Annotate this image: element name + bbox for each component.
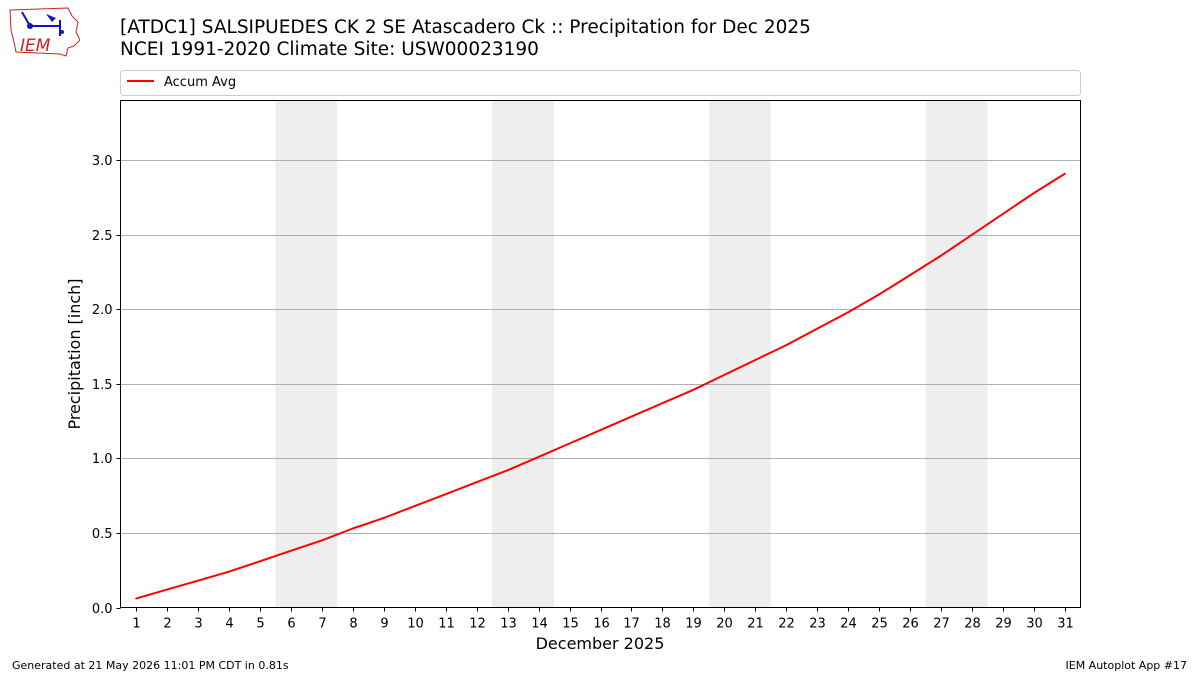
x-tick-label-29: 29 bbox=[995, 617, 1012, 632]
x-tick-label-6: 6 bbox=[287, 617, 295, 632]
data-point-day-26 bbox=[909, 274, 911, 276]
x-tick-label-16: 16 bbox=[593, 617, 610, 632]
x-tick-label-27: 27 bbox=[933, 617, 950, 632]
generated-timestamp: Generated at 21 May 2026 11:01 PM CDT in… bbox=[12, 659, 289, 672]
data-point-day-1 bbox=[135, 597, 137, 600]
x-tick-label-9: 9 bbox=[380, 617, 388, 632]
title-line-1: [ATDC1] SALSIPUEDES CK 2 SE Atascadero C… bbox=[120, 17, 811, 38]
data-point-day-10 bbox=[413, 505, 416, 507]
data-point-day-9 bbox=[382, 517, 385, 519]
y-tick-label-0.5: 0.5 bbox=[92, 527, 113, 542]
data-point-day-7 bbox=[320, 539, 323, 542]
x-tick-label-1: 1 bbox=[132, 617, 140, 632]
y-axis-label: Precipitation [inch] bbox=[65, 278, 84, 429]
data-point-day-14 bbox=[537, 456, 540, 458]
app-id: IEM Autoplot App #17 bbox=[1065, 659, 1188, 672]
data-point-day-6 bbox=[290, 550, 292, 552]
iem-logo: IEM bbox=[9, 7, 80, 57]
legend: Accum Avg bbox=[120, 70, 1081, 96]
title-line-2: NCEI 1991-2020 Climate Site: USW00023190 bbox=[120, 39, 539, 60]
data-point-day-30 bbox=[1033, 192, 1035, 194]
x-tick-label-5: 5 bbox=[256, 617, 264, 632]
weekend-band-2 bbox=[492, 100, 555, 608]
data-point-day-29 bbox=[1002, 213, 1004, 215]
x-tick-label-11: 11 bbox=[438, 617, 455, 632]
data-point-day-11 bbox=[444, 493, 447, 495]
y-tick-label-1.0: 1.0 bbox=[92, 452, 113, 467]
y-tick-label-3.0: 3.0 bbox=[92, 154, 113, 169]
legend-label: Accum Avg bbox=[164, 75, 236, 90]
x-tick-label-18: 18 bbox=[654, 617, 671, 632]
x-tick-label-25: 25 bbox=[871, 617, 888, 632]
data-point-day-22 bbox=[785, 344, 788, 346]
data-point-day-12 bbox=[475, 481, 478, 484]
data-point-day-4 bbox=[228, 570, 230, 573]
logo-text: IEM bbox=[20, 36, 51, 56]
legend-box bbox=[120, 70, 1081, 96]
x-tick-label-20: 20 bbox=[716, 617, 733, 632]
data-point-day-18 bbox=[661, 402, 664, 405]
plot-frame bbox=[120, 100, 1081, 608]
data-point-day-25 bbox=[878, 293, 881, 296]
x-tick-label-8: 8 bbox=[349, 617, 357, 632]
grid-lines bbox=[120, 160, 1081, 534]
data-point-day-13 bbox=[506, 469, 509, 472]
weekend-band-4 bbox=[925, 100, 988, 608]
x-tick-label-21: 21 bbox=[747, 617, 764, 632]
x-axis-ticks: 1 2 3 4 5 6 7 8 9 10 11 12 13 14 15 16 17 18 19 20 21 22 23 24 2… bbox=[132, 607, 1074, 632]
data-point-day-2 bbox=[166, 588, 168, 591]
y-tick-label-2.5: 2.5 bbox=[92, 229, 113, 244]
data-point-day-31 bbox=[1064, 172, 1066, 175]
x-tick-label-15: 15 bbox=[562, 617, 579, 632]
data-point-day-3 bbox=[197, 579, 199, 582]
series-layer bbox=[135, 172, 1066, 600]
iem-iowa-logo-icon bbox=[9, 7, 80, 57]
data-point-day-21 bbox=[754, 359, 757, 361]
x-tick-label-24: 24 bbox=[840, 617, 857, 632]
x-tick-label-10: 10 bbox=[407, 617, 424, 632]
weekend-band-1 bbox=[275, 100, 338, 608]
x-tick-label-4: 4 bbox=[225, 617, 233, 632]
x-tick-label-2: 2 bbox=[163, 617, 171, 632]
data-point-day-27 bbox=[940, 254, 942, 257]
y-tick-label-2.0: 2.0 bbox=[92, 303, 113, 318]
y-tick-label-1.5: 1.5 bbox=[92, 378, 113, 393]
data-point-day-15 bbox=[568, 442, 571, 445]
x-axis-label: December 2025 bbox=[536, 634, 665, 653]
weekend-band-3 bbox=[708, 100, 771, 608]
x-tick-label-12: 12 bbox=[469, 617, 486, 632]
x-tick-label-3: 3 bbox=[194, 617, 202, 632]
data-point-day-23 bbox=[816, 327, 819, 330]
x-tick-label-28: 28 bbox=[964, 617, 981, 632]
data-point-day-19 bbox=[692, 388, 695, 391]
x-tick-label-7: 7 bbox=[318, 617, 326, 632]
data-point-day-16 bbox=[599, 429, 602, 431]
data-point-day-28 bbox=[971, 233, 973, 236]
x-tick-label-17: 17 bbox=[623, 617, 640, 632]
chart-title: [ATDC1] SALSIPUEDES CK 2 SE Atascadero C… bbox=[120, 17, 811, 61]
x-tick-label-26: 26 bbox=[902, 617, 919, 632]
data-point-day-5 bbox=[259, 560, 261, 563]
x-tick-label-13: 13 bbox=[500, 617, 517, 632]
y-axis-ticks: 0.0 0.5 1.0 1.5 2.0 2.5 3.0 bbox=[92, 154, 121, 617]
data-point-day-8 bbox=[351, 527, 354, 530]
x-tick-label-31: 31 bbox=[1057, 617, 1074, 632]
y-tick-label-0.0: 0.0 bbox=[92, 602, 113, 617]
x-tick-label-22: 22 bbox=[778, 617, 795, 632]
data-point-day-24 bbox=[847, 311, 850, 314]
data-point-day-17 bbox=[630, 415, 633, 418]
weekend-shading bbox=[275, 100, 988, 608]
x-tick-label-14: 14 bbox=[531, 617, 548, 632]
data-point-day-20 bbox=[723, 374, 726, 376]
x-tick-label-30: 30 bbox=[1026, 617, 1043, 632]
x-tick-label-19: 19 bbox=[685, 617, 702, 632]
x-tick-label-23: 23 bbox=[809, 617, 826, 632]
